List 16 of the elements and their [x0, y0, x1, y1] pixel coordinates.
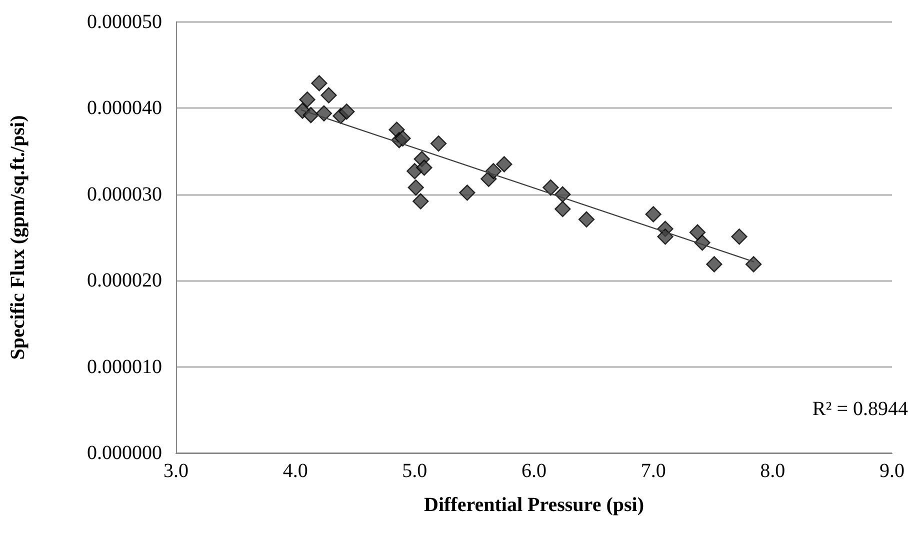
- x-tick-label: 4.0: [282, 460, 308, 482]
- y-tick-label: 0.000020: [87, 270, 162, 292]
- y-tick-label: 0.000010: [87, 356, 162, 378]
- y-tick-label: 0.000050: [87, 11, 162, 33]
- x-tick-label: 9.0: [880, 460, 904, 482]
- x-tick-label: 5.0: [402, 460, 428, 482]
- x-axis-title: Differential Pressure (psi): [424, 494, 644, 516]
- y-axis-title: Specific Flux (gpm/sq.ft./psi): [7, 115, 29, 360]
- y-tick-label: 0.000000: [87, 442, 162, 464]
- x-tick-label: 8.0: [760, 460, 786, 482]
- x-tick-label: 3.0: [164, 460, 188, 482]
- x-tick-label: 6.0: [522, 460, 546, 482]
- y-tick-label: 0.000040: [87, 97, 162, 120]
- annotation: R² = 0.8944: [812, 398, 908, 420]
- x-tick-label: 7.0: [640, 460, 666, 482]
- y-tick-label: 0.000030: [87, 183, 162, 206]
